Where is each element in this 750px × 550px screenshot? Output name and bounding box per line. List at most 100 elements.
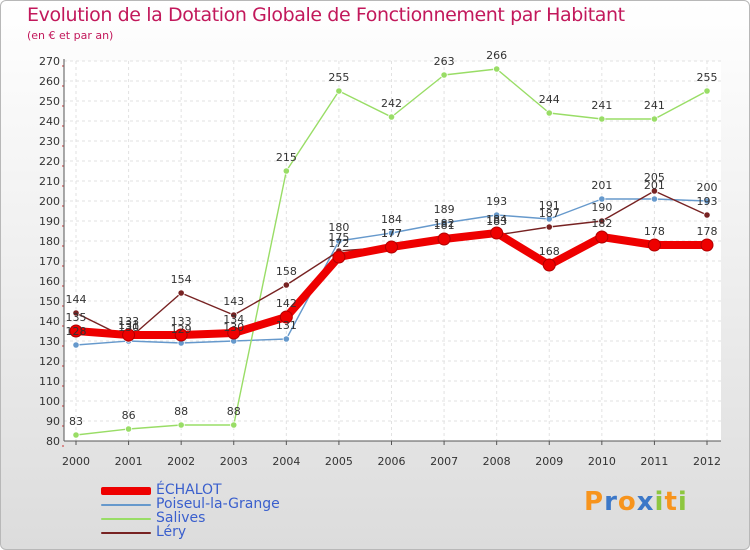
logo-letter: i	[677, 487, 688, 517]
data-label-lery: 193	[697, 195, 718, 208]
data-label-poiseul-la-grange: 201	[644, 179, 665, 192]
legend-label: Salives	[156, 510, 206, 526]
data-label-salives: 88	[227, 405, 241, 418]
data-label-salives: 242	[381, 97, 402, 110]
data-label-echalot: 182	[591, 217, 612, 230]
x-tick-label: 2000	[62, 455, 90, 468]
data-label-poiseul-la-grange: 191	[539, 199, 560, 212]
y-tick-label: 110	[39, 375, 60, 388]
point-salives	[703, 87, 711, 95]
data-label-echalot: 135	[66, 311, 87, 324]
data-label-poiseul-la-grange: 184	[381, 213, 402, 226]
point-salives	[124, 425, 133, 433]
y-tick-label: 90	[46, 415, 60, 428]
point-echalot	[542, 258, 556, 272]
point-echalot	[279, 310, 293, 324]
point-poiseul-la-grange	[703, 197, 711, 205]
legend-item-poiseul-la-grange: Poiseul-la-Grange	[101, 496, 361, 512]
point-echalot	[174, 328, 188, 342]
data-label-lery: 131	[118, 319, 139, 332]
legend-swatch	[101, 532, 151, 534]
data-label-salives: 88	[174, 405, 188, 418]
point-echalot	[122, 328, 136, 342]
y-tick-label: 260	[39, 75, 60, 88]
data-label-poiseul-la-grange: 130	[118, 321, 139, 334]
legend-swatch	[101, 504, 151, 506]
x-tick-label: 2012	[693, 455, 721, 468]
point-lery	[703, 211, 711, 219]
point-poiseul-la-grange	[387, 229, 396, 237]
data-label-echalot: 142	[276, 297, 297, 310]
data-label-salives: 255	[697, 71, 718, 84]
point-salives	[387, 113, 396, 121]
data-label-echalot: 178	[644, 225, 665, 238]
chart-title: Evolution de la Dotation Globale de Fonc…	[27, 4, 625, 26]
data-label-echalot: 134	[223, 313, 244, 326]
y-tick-label: 180	[39, 235, 60, 248]
y-tick-label: 130	[39, 335, 60, 348]
data-label-lery: 187	[539, 207, 560, 220]
point-echalot	[595, 230, 609, 244]
point-echalot	[700, 238, 714, 252]
axes: 80 90 100 110 120 130 140 150 160 170 180 190 200 210…	[39, 55, 721, 468]
data-label-echalot: 168	[539, 245, 560, 258]
point-echalot	[437, 232, 451, 246]
logo-letter: o	[617, 487, 637, 517]
data-label-lery: 190	[591, 201, 612, 214]
point-poiseul-la-grange	[72, 341, 80, 349]
legend: ÉCHALOT Poiseul-la-Grange Salives Léry	[101, 482, 361, 540]
data-label-salives: 86	[122, 409, 136, 422]
point-lery	[650, 187, 659, 195]
data-label-salives: 83	[69, 415, 83, 428]
chart-subtitle: (en € et par an)	[27, 29, 114, 42]
point-salives	[650, 115, 659, 123]
point-echalot	[227, 326, 241, 340]
data-label-salives: 244	[539, 93, 560, 106]
data-label-echalot: 184	[486, 213, 507, 226]
point-echalot	[69, 324, 83, 338]
point-salives	[545, 109, 553, 117]
series-echalot	[69, 226, 714, 342]
data-label-lery: 175	[328, 231, 349, 244]
data-label-echalot: 181	[434, 219, 455, 232]
data-label-salives: 263	[434, 55, 455, 68]
data-label-poiseul-la-grange: 129	[171, 323, 192, 336]
y-tick-label: 200	[39, 195, 60, 208]
data-label-echalot: 133	[118, 315, 139, 328]
point-salives	[335, 87, 343, 95]
x-tick-label: 2003	[220, 455, 248, 468]
logo-letter: x	[636, 487, 655, 517]
data-label-poiseul-la-grange: 193	[486, 195, 507, 208]
data-label-lery: 144	[66, 293, 87, 306]
legend-label: Poiseul-la-Grange	[156, 496, 280, 512]
y-tick-label: 160	[39, 275, 60, 288]
point-salives	[440, 71, 448, 79]
point-salives	[493, 65, 501, 73]
data-label-echalot: 133	[171, 315, 192, 328]
data-label-poiseul-la-grange: 189	[434, 203, 455, 216]
y-tick-label: 220	[39, 155, 60, 168]
x-tick-label: 2009	[535, 455, 563, 468]
point-salives	[282, 167, 290, 175]
legend-item-echalot: ÉCHALOT	[101, 482, 361, 498]
data-label-salives: 241	[591, 99, 612, 112]
y-tick-label: 140	[39, 315, 60, 328]
point-lery	[230, 311, 238, 319]
y-tick-label: 150	[39, 295, 60, 308]
point-lery	[282, 281, 290, 289]
y-tick-label: 80	[46, 435, 60, 448]
y-tick-label: 210	[39, 175, 60, 188]
data-label-lery: 158	[276, 265, 297, 278]
y-tick-label: 100	[39, 395, 60, 408]
point-poiseul-la-grange	[545, 215, 553, 223]
y-tick-label: 120	[39, 355, 60, 368]
point-echalot	[490, 226, 504, 240]
point-poiseul-la-grange	[650, 195, 659, 203]
proxiti-logo: Proxiti	[584, 487, 688, 517]
point-lery	[177, 289, 185, 297]
data-label-salives: 215	[276, 151, 297, 164]
data-label-salives: 241	[644, 99, 665, 112]
data-label-poiseul-la-grange: 180	[328, 221, 349, 234]
point-salives	[72, 431, 80, 439]
